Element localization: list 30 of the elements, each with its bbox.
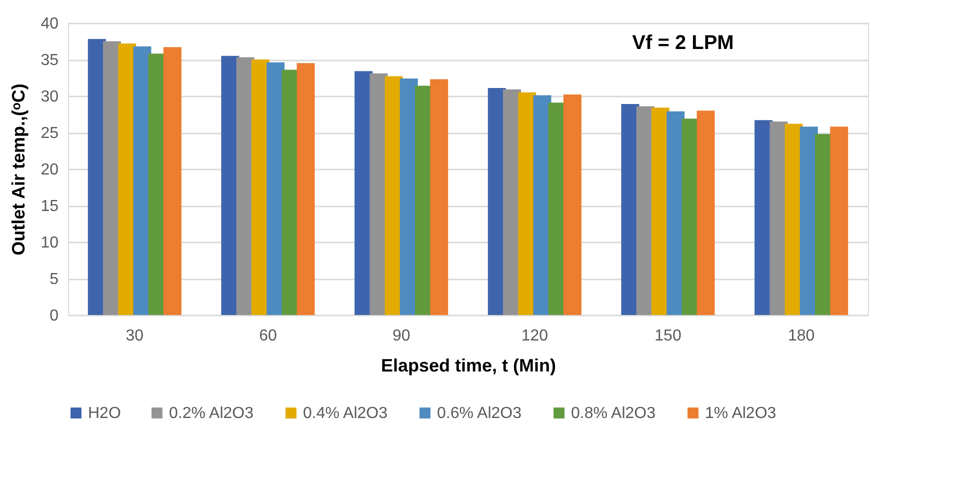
bar — [430, 79, 448, 315]
x-tick-label: 120 — [521, 328, 548, 344]
annotation: Vf = 2 LPM — [632, 32, 734, 54]
y-tick-label: 30 — [40, 88, 59, 106]
legend-label: 0.4% Al2O3 — [303, 405, 388, 422]
bar — [830, 126, 848, 315]
y-tick-label: 5 — [50, 271, 59, 288]
legend-label: 0.2% Al2O3 — [169, 405, 254, 422]
legend-label: 0.6% Al2O3 — [437, 405, 522, 422]
legend-label: 0.8% Al2O3 — [571, 405, 656, 422]
bar — [563, 94, 582, 315]
bar — [163, 47, 182, 315]
x-tick-label: 30 — [126, 328, 144, 344]
y-tick-label: 15 — [40, 198, 59, 215]
x-tick-label: 90 — [392, 328, 410, 344]
y-tick-label: 10 — [40, 234, 59, 252]
x-tick-label: 180 — [788, 328, 815, 344]
legend-label: 1% Al2O3 — [705, 405, 776, 422]
legend-label: H2O — [88, 405, 121, 422]
y-tick-label: 25 — [40, 125, 59, 142]
x-tick-label: 150 — [654, 328, 682, 344]
x-axis-title: Elapsed time, t (Min) — [380, 356, 556, 376]
y-axis-title: Outlet Air temp.,(ᵒC) — [8, 84, 29, 256]
y-tick-label: 40 — [40, 16, 59, 32]
y-tick-label: 20 — [40, 162, 59, 178]
y-tick-label: 0 — [50, 308, 59, 324]
bar — [296, 63, 315, 315]
x-tick-label: 60 — [259, 328, 277, 344]
bar — [696, 110, 715, 315]
y-tick-label: 35 — [40, 52, 59, 69]
